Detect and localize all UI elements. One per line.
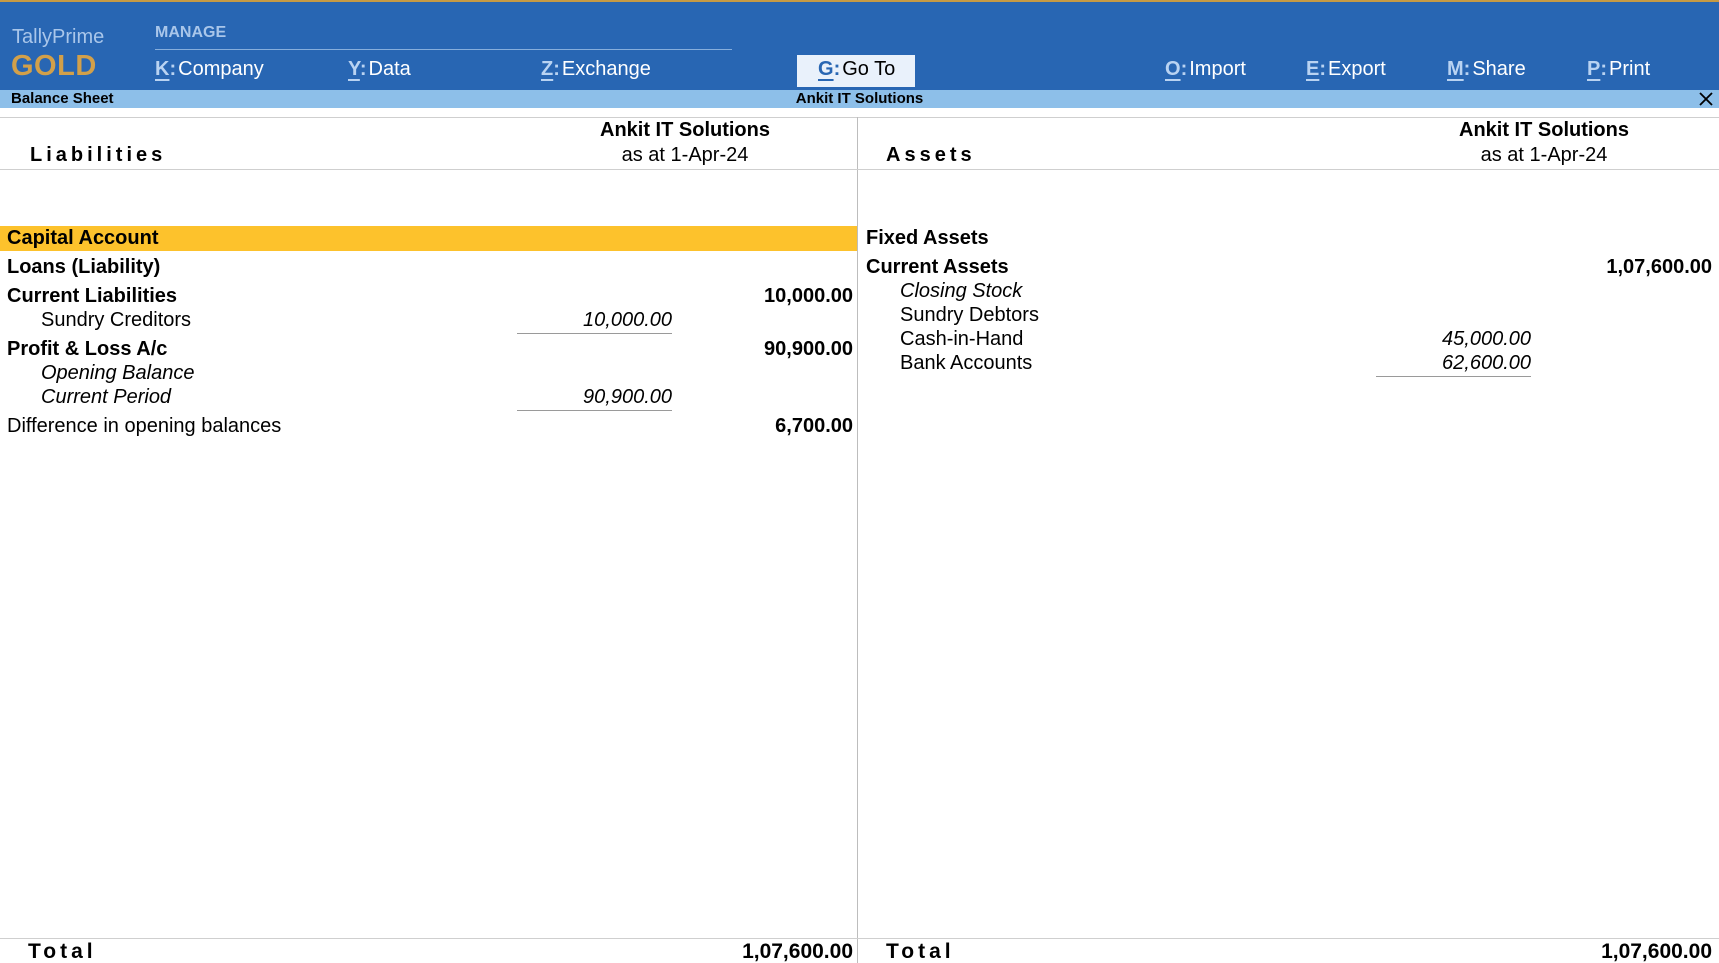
- assets-heading: Assets: [886, 144, 976, 166]
- current-period-row[interactable]: Current Period: [41, 386, 172, 408]
- goto-button[interactable]: G: Go To: [797, 55, 916, 87]
- assets-total-amount: 1,07,600.00: [1601, 940, 1712, 963]
- difference-opening-balances-row[interactable]: Difference in opening balances: [7, 415, 282, 437]
- total-rule: [0, 938, 1719, 939]
- manage-divider: [155, 49, 732, 50]
- liabilities-total-amount: 1,07,600.00: [742, 940, 853, 963]
- opening-balance-row[interactable]: Opening Balance: [41, 362, 195, 384]
- manage-section-label: MANAGE: [155, 24, 227, 41]
- profit-loss-amount: 90,900.00: [764, 338, 853, 360]
- cash-in-hand-row[interactable]: Cash-in-Hand: [900, 328, 1024, 350]
- export-menu-label: Export: [1328, 58, 1386, 80]
- close-icon[interactable]: [1698, 91, 1714, 107]
- assets-date: as at 1-Apr-24: [1480, 144, 1608, 166]
- report-name: Balance Sheet: [11, 90, 114, 107]
- company-menu-button[interactable]: K: Company: [155, 58, 264, 80]
- top-menu-bar: TallyPrime GOLD MANAGE K: Company Y: Data …: [0, 0, 1719, 90]
- liabilities-total-label: Total: [28, 940, 97, 963]
- liabilities-company-name: Ankit IT Solutions: [600, 119, 770, 141]
- data-menu-button[interactable]: Y: Data: [348, 58, 411, 80]
- sundry-debtors-row[interactable]: Sundry Debtors: [900, 304, 1039, 326]
- header-bottom-rule: [0, 169, 1719, 170]
- exchange-menu-button[interactable]: Z: Exchange: [541, 58, 651, 80]
- fixed-assets-row[interactable]: Fixed Assets: [866, 227, 989, 249]
- app-edition: GOLD: [11, 50, 97, 82]
- assets-total-label: Total: [886, 940, 955, 963]
- data-menu-label: Data: [368, 58, 411, 80]
- header-top-rule: [0, 117, 1719, 118]
- exchange-menu-label: Exchange: [561, 58, 651, 80]
- export-menu-button[interactable]: E: Export: [1306, 58, 1386, 80]
- liabilities-date: as at 1-Apr-24: [621, 144, 749, 166]
- cash-in-hand-amount: 45,000.00: [1442, 328, 1531, 350]
- assets-company-name: Ankit IT Solutions: [1459, 119, 1629, 141]
- print-menu-button[interactable]: P: Print: [1587, 58, 1651, 80]
- current-assets-row[interactable]: Current Assets: [866, 256, 1009, 278]
- current-liabilities-amount: 10,000.00: [764, 285, 853, 307]
- sundry-creditors-amount: 10,000.00: [517, 307, 672, 334]
- print-menu-label: Print: [1609, 58, 1651, 80]
- import-menu-label: Import: [1189, 58, 1246, 80]
- bank-accounts-amount: 62,600.00: [1376, 350, 1531, 377]
- loans-liability-row[interactable]: Loans (Liability): [7, 256, 161, 278]
- column-divider: [857, 117, 858, 963]
- share-menu-label: Share: [1472, 58, 1526, 80]
- share-menu-button[interactable]: M: Share: [1447, 58, 1526, 80]
- difference-opening-balances-amount: 6,700.00: [775, 415, 853, 437]
- app-name: TallyPrime: [12, 26, 105, 48]
- current-period-amount: 90,900.00: [517, 384, 672, 411]
- title-company-name: Ankit IT Solutions: [795, 90, 924, 107]
- bank-accounts-row[interactable]: Bank Accounts: [900, 352, 1033, 374]
- current-assets-amount: 1,07,600.00: [1606, 256, 1712, 278]
- closing-stock-row[interactable]: Closing Stock: [900, 280, 1023, 302]
- balance-sheet-report: Liabilities Ankit IT Solutions as at 1-A…: [0, 108, 1719, 963]
- sundry-creditors-row[interactable]: Sundry Creditors: [41, 309, 192, 331]
- report-title-bar: Ankit IT Solutions Balance Sheet: [0, 90, 1719, 108]
- profit-loss-row[interactable]: Profit & Loss A/c: [7, 338, 168, 360]
- current-liabilities-row[interactable]: Current Liabilities: [7, 285, 178, 307]
- liabilities-heading: Liabilities: [30, 144, 167, 166]
- goto-label: Go To: [842, 58, 896, 80]
- import-menu-button[interactable]: O: Import: [1165, 58, 1246, 80]
- company-menu-label: Company: [178, 58, 264, 80]
- capital-account-row[interactable]: Capital Account: [0, 226, 857, 251]
